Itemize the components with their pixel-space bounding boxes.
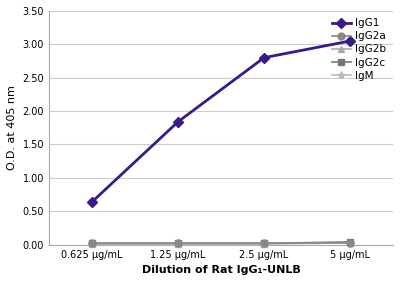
Y-axis label: O.D. at 405 nm: O.D. at 405 nm xyxy=(7,85,17,170)
IgG1 xyxy=(348,39,352,43)
IgM xyxy=(348,241,352,245)
IgG2c xyxy=(176,242,180,245)
IgG1 xyxy=(90,200,94,204)
IgG2b xyxy=(90,242,94,245)
IgG2a xyxy=(90,242,94,245)
IgG2b xyxy=(348,241,352,245)
IgG2a xyxy=(262,242,266,245)
IgG2c xyxy=(90,242,94,245)
IgG2c xyxy=(348,240,352,244)
Legend: IgG1, IgG2a, IgG2b, IgG2c, IgM: IgG1, IgG2a, IgG2b, IgG2c, IgM xyxy=(330,16,388,83)
IgG1 xyxy=(262,56,266,60)
Line: IgG1: IgG1 xyxy=(88,38,354,205)
Line: IgM: IgM xyxy=(88,239,354,248)
IgG1 xyxy=(176,120,180,124)
Line: IgG2b: IgG2b xyxy=(88,239,354,247)
IgG2b xyxy=(176,242,180,245)
IgG2a xyxy=(348,241,352,244)
IgG2b xyxy=(262,242,266,245)
IgM xyxy=(262,242,266,245)
Line: IgG2c: IgG2c xyxy=(88,239,354,247)
X-axis label: Dilution of Rat IgG₁-UNLB: Dilution of Rat IgG₁-UNLB xyxy=(142,265,300,275)
IgM xyxy=(176,242,180,245)
Line: IgG2a: IgG2a xyxy=(88,239,354,247)
IgM xyxy=(90,242,94,245)
IgG2c xyxy=(262,242,266,245)
IgG2a xyxy=(176,242,180,245)
